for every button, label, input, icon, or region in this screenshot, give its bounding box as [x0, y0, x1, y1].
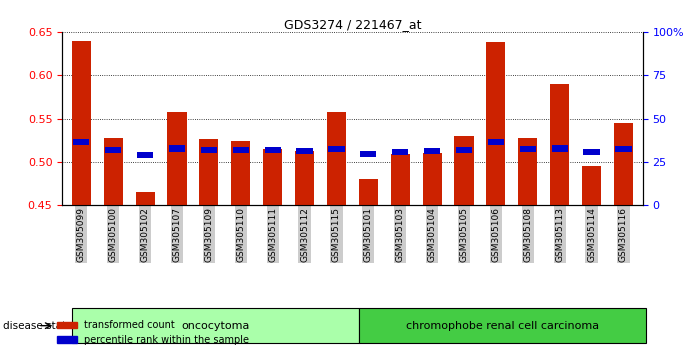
Bar — [518, 138, 538, 205]
Bar — [327, 112, 346, 205]
Bar — [72, 41, 91, 205]
Bar — [423, 153, 442, 205]
Bar — [135, 192, 155, 205]
Bar — [392, 149, 408, 155]
Bar — [583, 149, 600, 155]
Bar — [265, 147, 281, 153]
Bar — [73, 138, 89, 144]
Bar — [104, 138, 123, 205]
Bar — [455, 136, 473, 205]
Bar — [233, 147, 249, 153]
Bar — [616, 146, 632, 153]
Bar — [105, 147, 122, 153]
Bar — [169, 145, 185, 152]
Text: disease state: disease state — [3, 321, 73, 331]
Bar — [614, 123, 633, 205]
Bar — [137, 152, 153, 158]
Bar — [328, 146, 345, 153]
Bar — [582, 166, 601, 205]
Bar — [360, 151, 377, 157]
Legend: transformed count, percentile rank within the sample: transformed count, percentile rank withi… — [53, 316, 253, 349]
Bar — [550, 84, 569, 205]
Bar — [231, 141, 250, 205]
Bar — [295, 151, 314, 205]
Bar — [456, 147, 472, 153]
Bar — [390, 154, 410, 205]
Bar — [263, 149, 282, 205]
Text: chromophobe renal cell carcinoma: chromophobe renal cell carcinoma — [406, 321, 599, 331]
Bar — [199, 138, 218, 205]
Bar — [488, 139, 504, 145]
Bar — [359, 179, 378, 205]
Bar — [201, 147, 217, 153]
Bar — [296, 148, 313, 154]
Text: oncocytoma: oncocytoma — [181, 321, 249, 331]
Bar — [167, 112, 187, 205]
Title: GDS3274 / 221467_at: GDS3274 / 221467_at — [284, 18, 421, 31]
Bar — [486, 42, 506, 205]
Bar — [424, 148, 440, 154]
Bar — [520, 146, 536, 153]
Bar — [551, 145, 568, 152]
